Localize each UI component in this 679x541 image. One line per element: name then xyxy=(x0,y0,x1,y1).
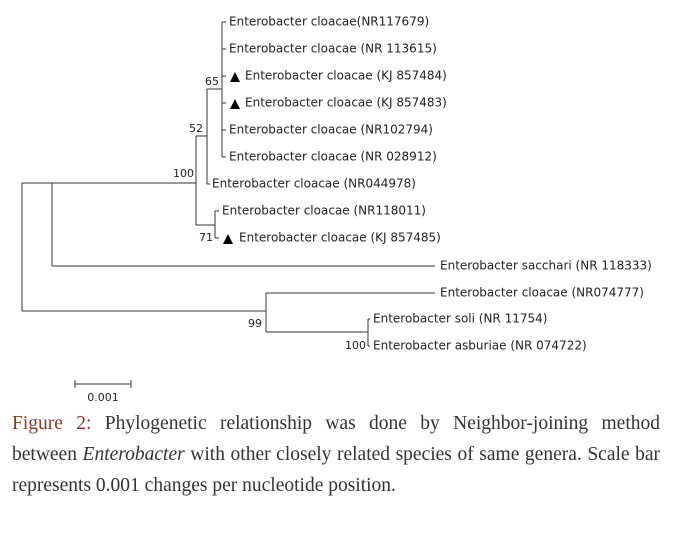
bootstrap-value: 71 xyxy=(199,231,213,244)
marker-triangle xyxy=(223,234,233,244)
leaf-label: Enterobacter cloacae(NR117679) xyxy=(229,15,429,29)
bootstrap-value: 100 xyxy=(173,167,194,180)
leaf-label: Enterobacter asburiae (NR 074722) xyxy=(373,339,587,353)
figure-label: Figure 2: xyxy=(12,413,92,434)
bootstrap-value: 99 xyxy=(248,317,262,330)
leaf-label: Enterobacter cloacae (NR044978) xyxy=(212,177,416,191)
bootstrap-value: 52 xyxy=(189,122,203,135)
caption-text: with other closely related species of sa… xyxy=(12,444,661,496)
bootstrap-value: 100 xyxy=(345,339,366,352)
leaf-label: Enterobacter cloacae (NR074777) xyxy=(440,286,644,300)
leaf-label: Enterobacter cloacae (NR102794) xyxy=(229,123,433,137)
bootstrap-value: 65 xyxy=(205,75,219,88)
leaf-label: Enterobacter sacchari (NR 118333) xyxy=(440,259,652,273)
leaf-label: Enterobacter cloacae (NR118011) xyxy=(222,204,426,218)
leaf-label: Enterobacter cloacae (NR 113615) xyxy=(229,42,437,56)
scale-label: 0.001 xyxy=(87,391,119,404)
leaf-label: Enterobacter soli (NR 11754) xyxy=(373,312,547,326)
marker-triangle xyxy=(230,99,240,109)
tree: Enterobacter cloacae(NR117679) Enterobac… xyxy=(21,15,652,404)
caption: Figure 2: Phylogenetic relationship was … xyxy=(12,408,660,501)
leaf-label: Enterobacter cloacae (KJ 857484) xyxy=(245,69,447,83)
marker-triangle xyxy=(230,72,240,82)
caption-italic: Enterobacter xyxy=(82,444,185,465)
caption-text: Phylogenetic relationship was done by Ne… xyxy=(12,413,660,465)
leaf-label: Enterobacter cloacae (KJ 857483) xyxy=(245,96,447,110)
leaf-label: Enterobacter cloacae (NR 028912) xyxy=(229,150,437,164)
leaf-label: Enterobacter cloacae (KJ 857485) xyxy=(239,231,441,245)
